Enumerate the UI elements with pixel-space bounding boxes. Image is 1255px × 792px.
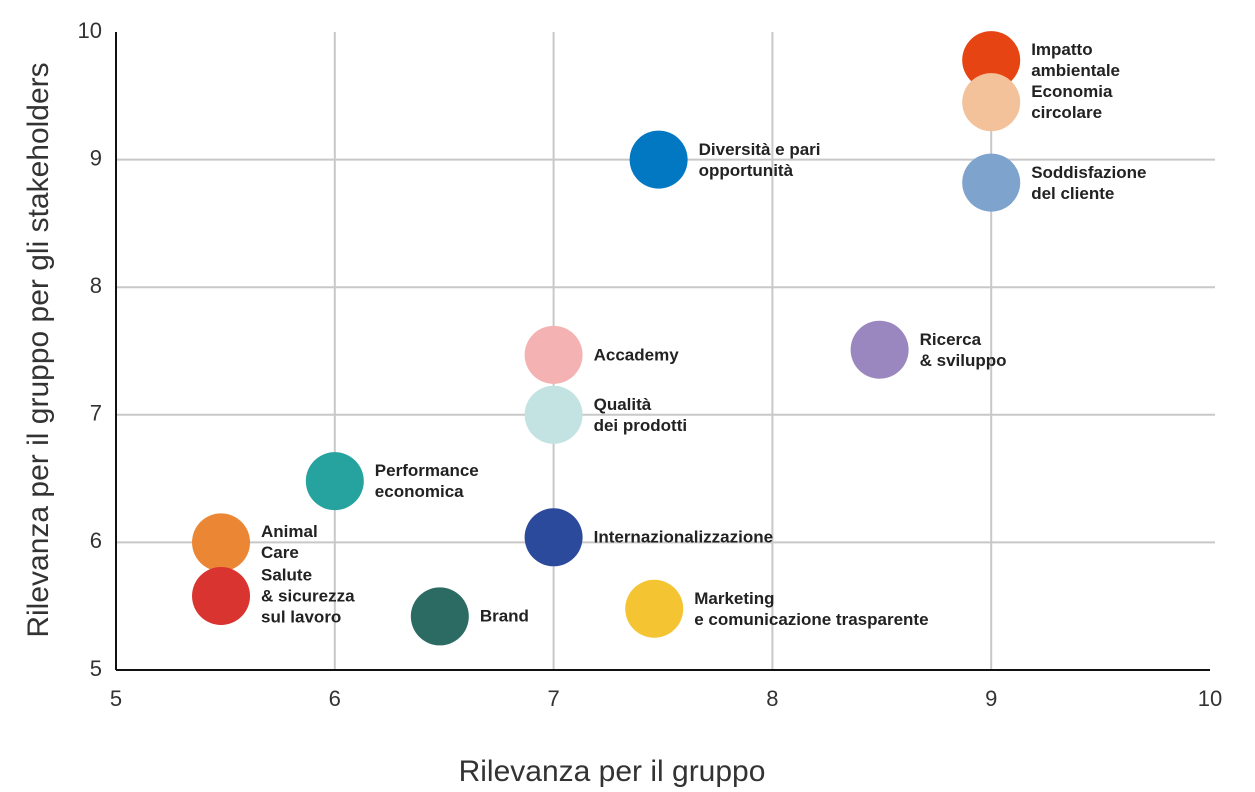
point (629, 130, 688, 189)
y-axis-title: Rilevanza per il gruppo per gli stakehol… (22, 62, 55, 637)
point (962, 153, 1021, 212)
point-label: Qualità dei prodotti (593, 394, 688, 435)
x-tick-label: 7 (547, 686, 559, 711)
point-label: Marketing e comunicazione trasparente (694, 588, 929, 629)
x-tick-label: 10 (1198, 686, 1222, 711)
point (192, 566, 251, 625)
point (850, 320, 909, 379)
x-axis-title: Rilevanza per il gruppo (459, 755, 766, 788)
point (524, 385, 583, 444)
x-tick-label: 6 (329, 686, 341, 711)
y-tick-label: 5 (90, 656, 102, 681)
point-label: Ricerca & sviluppo (919, 329, 1007, 370)
point-label: Soddisfazione del cliente (1031, 162, 1147, 203)
y-tick-label: 9 (90, 145, 102, 170)
point-label: Performance economica (374, 461, 479, 502)
point-label: Internazionalizzazione (593, 527, 774, 547)
point-label: Salute & sicurezza sul lavoro (261, 565, 355, 627)
point (962, 73, 1021, 132)
point-label: Economia circolare (1031, 82, 1113, 123)
point-label: Accademy (593, 345, 679, 365)
point-label: Animal Care (261, 522, 318, 563)
point (524, 508, 583, 567)
point (625, 579, 684, 638)
y-tick-label: 6 (90, 528, 102, 553)
x-tick-label: 8 (766, 686, 778, 711)
point (524, 325, 583, 384)
point (192, 513, 251, 572)
x-tick-label: 5 (110, 686, 122, 711)
point-label: Diversità e pari opportunità (698, 139, 821, 180)
point (962, 31, 1021, 90)
point-label: Impatto ambientale (1031, 40, 1120, 81)
y-tick-label: 8 (90, 273, 102, 298)
x-tick-label: 9 (985, 686, 997, 711)
point (305, 452, 364, 511)
y-tick-label: 10 (78, 18, 102, 43)
point (410, 587, 469, 646)
point-label: Brand (479, 606, 529, 626)
y-tick-label: 7 (90, 401, 102, 426)
